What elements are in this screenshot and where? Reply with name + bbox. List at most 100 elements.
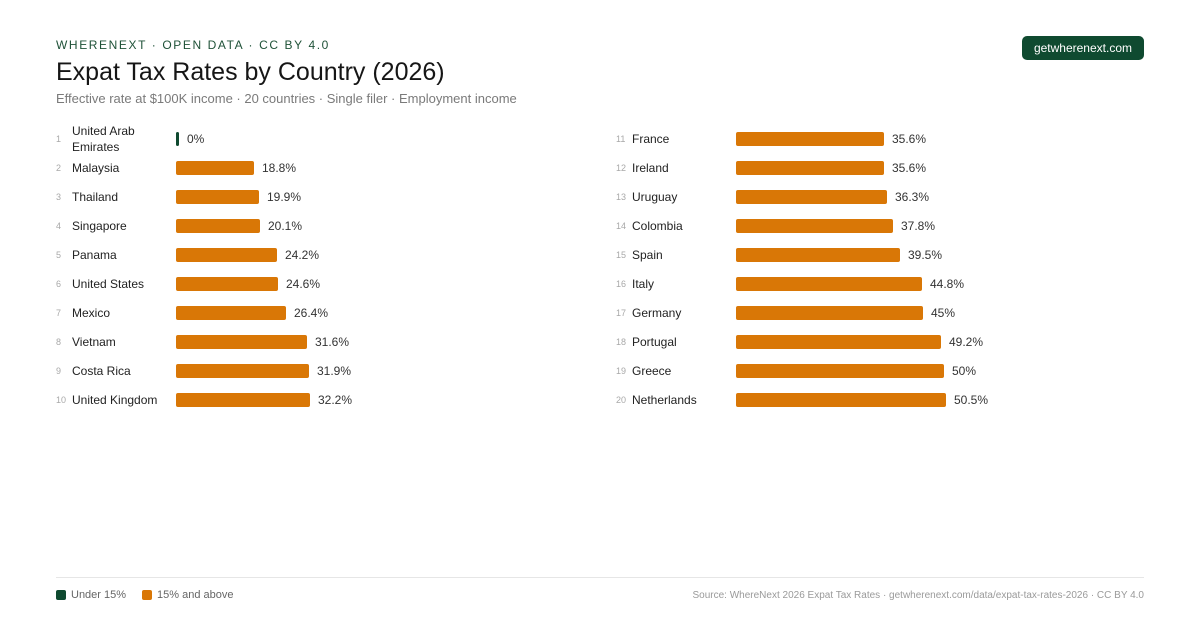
bar-value-label: 24.2% xyxy=(285,247,320,262)
bar-rank: 19 xyxy=(616,365,627,376)
bar-country-label: Vietnam xyxy=(72,334,116,349)
bar-country-label: Thailand xyxy=(72,189,119,204)
bar-track: 18.8% xyxy=(176,153,616,182)
source-note: Source: WhereNext 2026 Expat Tax Rates ·… xyxy=(692,590,1144,601)
legend-label-high: 15% and above xyxy=(157,589,234,601)
legend-item-low: Under 15% xyxy=(56,589,126,601)
bar-row: 5 Panama 24.2% xyxy=(56,240,616,269)
bar-value-label: 26.4% xyxy=(294,305,329,320)
bar-column-left: 1 United Arab Emirates 0% 2 Malaysia 18.8% 3 Th… xyxy=(56,124,616,414)
bar-track: 20.1% xyxy=(176,211,616,240)
bar-country-label: Costa Rica xyxy=(72,363,131,378)
bar-country-label: Malaysia xyxy=(72,160,120,175)
bar-row: 16 Italy 44.8% xyxy=(616,269,1176,298)
bar-value-label: 36.3% xyxy=(895,189,930,204)
bar-rank: 7 xyxy=(56,307,62,318)
bar-rank: 12 xyxy=(616,162,627,173)
bar-country-label: France xyxy=(632,131,670,146)
bar-rank: 11 xyxy=(616,133,626,144)
bar-rank: 2 xyxy=(56,162,62,173)
bar-country-label: Greece xyxy=(632,363,672,378)
eyebrow-label: WHERENEXT · OPEN DATA · CC BY 4.0 xyxy=(56,38,330,52)
bar-track: 45% xyxy=(736,298,1176,327)
bar xyxy=(736,247,900,262)
bar-country-label: Uruguay xyxy=(632,189,678,204)
bar-row: 10 United Kingdom 32.2% xyxy=(56,385,616,414)
bar-row: 20 Netherlands 50.5% xyxy=(616,385,1176,414)
bar-country-label: Portugal xyxy=(632,334,677,349)
bar xyxy=(736,189,887,204)
bar-rank: 6 xyxy=(56,278,62,289)
bar-track: 35.6% xyxy=(736,153,1176,182)
bar-track: 49.2% xyxy=(736,327,1176,356)
legend-swatch-high xyxy=(142,590,153,600)
bar-row: 12 Ireland 35.6% xyxy=(616,153,1176,182)
bar-rank: 9 xyxy=(56,365,62,376)
bar xyxy=(736,305,923,320)
bar xyxy=(176,131,179,146)
bar xyxy=(176,218,260,233)
bar-rank: 17 xyxy=(616,307,627,318)
bar-rank: 14 xyxy=(616,220,627,231)
chart-title: Expat Tax Rates by Country (2026) xyxy=(56,58,445,86)
bar-row: 19 Greece 50% xyxy=(616,356,1176,385)
bar-rank: 5 xyxy=(56,249,62,260)
bar-rank: 18 xyxy=(616,336,627,347)
chart-subtitle: Effective rate at $100K income · 20 coun… xyxy=(56,91,517,106)
bar-row: 8 Vietnam 31.6% xyxy=(56,327,616,356)
bar-country-label: Panama xyxy=(72,247,117,262)
bar-country-label: Germany xyxy=(632,305,682,320)
bar-value-label: 45% xyxy=(931,305,956,320)
bar-value-label: 49.2% xyxy=(949,334,984,349)
bar-value-label: 20.1% xyxy=(268,218,303,233)
bar-value-label: 39.5% xyxy=(908,247,943,262)
bar-track: 31.6% xyxy=(176,327,616,356)
bar-value-label: 37.8% xyxy=(901,218,936,233)
bar-track: 31.9% xyxy=(176,356,616,385)
bar xyxy=(176,392,310,407)
bar-track: 26.4% xyxy=(176,298,616,327)
bar-country-label: Spain xyxy=(632,247,663,262)
bar xyxy=(176,305,286,320)
bar-country-label: United Arab Emirates xyxy=(72,123,135,154)
bar-track: 32.2% xyxy=(176,385,616,414)
bar xyxy=(736,276,922,291)
bar xyxy=(176,363,309,378)
bar-track: 50% xyxy=(736,356,1176,385)
bar-country-label: Netherlands xyxy=(632,392,697,407)
bar-country-label: United Kingdom xyxy=(72,392,158,407)
bar-rank: 4 xyxy=(56,220,62,231)
legend-item-high: 15% and above xyxy=(142,589,234,601)
bar-rank: 15 xyxy=(616,249,627,260)
bar xyxy=(736,218,893,233)
bar-row: 1 United Arab Emirates 0% xyxy=(56,123,616,154)
bar-value-label: 50.5% xyxy=(954,392,989,407)
bar-rank: 3 xyxy=(56,191,62,202)
bar-value-label: 32.2% xyxy=(318,392,353,407)
bar-value-label: 0% xyxy=(187,131,205,146)
bar-track: 44.8% xyxy=(736,269,1176,298)
bar-rank: 1 xyxy=(56,133,62,144)
bar-track: 39.5% xyxy=(736,240,1176,269)
bar-country-label: Ireland xyxy=(632,160,669,175)
bar-country-label: Italy xyxy=(632,276,655,291)
bar-rank: 16 xyxy=(616,278,627,289)
bar-value-label: 31.9% xyxy=(317,363,352,378)
brand-link-button[interactable]: getwherenext.com xyxy=(1021,36,1144,60)
bar-value-label: 31.6% xyxy=(315,334,350,349)
bar-country-label: Colombia xyxy=(632,218,683,233)
bar-country-label: United States xyxy=(72,276,145,291)
bar-row: 2 Malaysia 18.8% xyxy=(56,153,616,182)
bar-rank: 20 xyxy=(616,394,627,405)
footer-divider xyxy=(56,577,1144,578)
bar xyxy=(736,334,941,349)
bar xyxy=(736,392,946,407)
bar-value-label: 24.6% xyxy=(286,276,321,291)
bar-row: 13 Uruguay 36.3% xyxy=(616,182,1176,211)
bar xyxy=(176,189,259,204)
bar-row: 11 France 35.6% xyxy=(616,124,1176,153)
bar xyxy=(176,160,254,175)
bar xyxy=(176,247,277,262)
bar-rank: 13 xyxy=(616,191,627,202)
bar-row: 15 Spain 39.5% xyxy=(616,240,1176,269)
